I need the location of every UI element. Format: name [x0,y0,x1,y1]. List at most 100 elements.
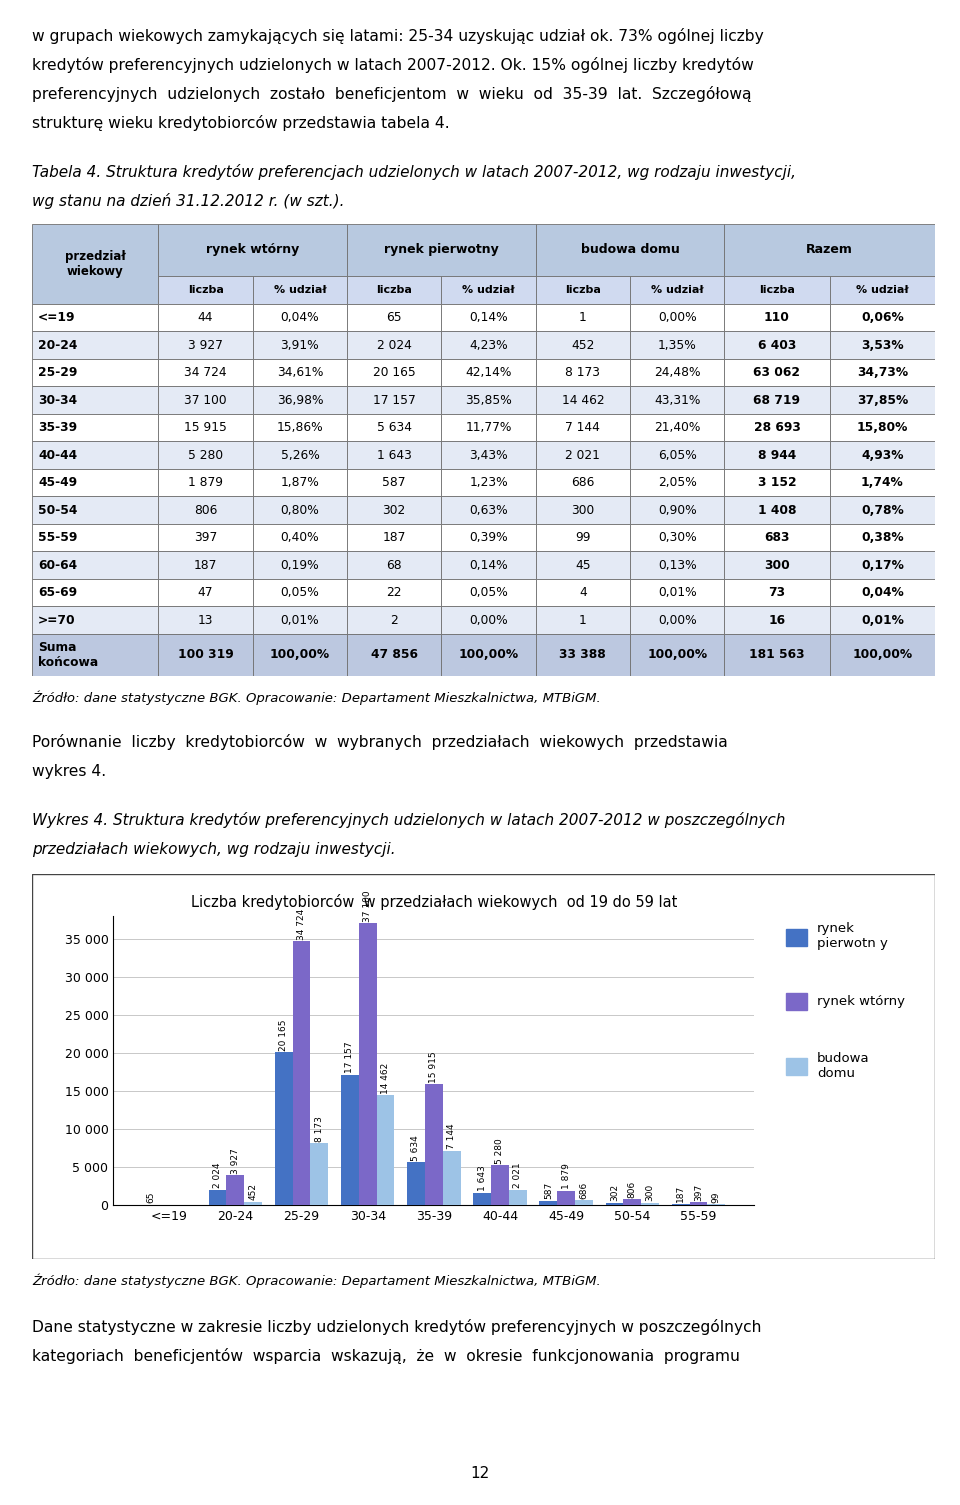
Bar [536,579,630,607]
Text: przedział
wiekowy: przedział wiekowy [65,250,126,278]
Text: 45: 45 [575,558,590,572]
Text: 0,00%: 0,00% [469,614,508,626]
Text: 2,05%: 2,05% [658,476,697,489]
Text: 3,53%: 3,53% [861,339,903,352]
Bar [442,275,536,304]
Text: 34,73%: 34,73% [856,366,908,379]
Text: 0,01%: 0,01% [658,587,696,599]
Bar [158,441,252,470]
Bar [252,441,348,470]
Bar [158,275,252,304]
Bar [630,414,724,441]
Text: 187: 187 [676,1184,685,1202]
Bar [158,497,252,524]
Bar [630,387,724,414]
Bar [829,387,935,414]
Text: 5 634: 5 634 [376,421,412,435]
Text: 17 157: 17 157 [346,1041,354,1073]
Bar [536,524,630,551]
Text: 0,80%: 0,80% [280,504,320,516]
Bar [158,360,252,387]
Text: 47 856: 47 856 [371,649,418,662]
Bar [724,634,829,676]
Title: Liczba kredytobiorców  w przedziałach wiekowych  od 19 do 59 lat: Liczba kredytobiorców w przedziałach wie… [191,894,677,909]
Text: budowa domu: budowa domu [581,244,680,256]
Bar [348,441,442,470]
Text: Dane statystyczne w zakresie liczby udzielonych kredytów preferencyjnych w poszc: Dane statystyczne w zakresie liczby udzi… [32,1320,761,1335]
Text: 7 144: 7 144 [447,1124,456,1150]
Text: 0,78%: 0,78% [861,504,903,516]
Bar [252,360,348,387]
Bar [310,1142,328,1206]
Text: 47: 47 [198,587,213,599]
Text: 187: 187 [194,558,217,572]
Bar [252,607,348,634]
Bar [32,360,158,387]
Bar [442,470,536,497]
Text: 17 157: 17 157 [372,394,416,406]
Bar [32,524,158,551]
Bar [829,607,935,634]
Text: 2 021: 2 021 [514,1163,522,1189]
Text: 0,39%: 0,39% [469,531,508,545]
Bar [348,331,442,360]
Bar [557,1190,575,1206]
Text: 300: 300 [764,558,790,572]
Bar [348,634,442,676]
Bar [227,1175,244,1206]
Text: Wykres 4. Struktura kredytów preferencyjnych udzielonych w latach 2007-2012 w po: Wykres 4. Struktura kredytów preferencyj… [32,813,785,828]
Bar [158,634,252,676]
Text: 1: 1 [579,312,587,324]
Text: 1 643: 1 643 [478,1165,487,1192]
Bar [724,551,829,579]
Text: 806: 806 [628,1180,636,1198]
Text: 452: 452 [571,339,594,352]
Bar [32,551,158,579]
Bar [443,1151,461,1206]
Bar [829,304,935,331]
Text: 20 165: 20 165 [279,1019,288,1050]
Text: 5 634: 5 634 [412,1135,420,1160]
Bar [724,497,829,524]
Text: rynek pierwotny: rynek pierwotny [384,244,499,256]
Text: 25-29: 25-29 [38,366,78,379]
Text: 0,00%: 0,00% [658,312,696,324]
Bar [473,1192,492,1206]
Text: 2 024: 2 024 [213,1163,222,1189]
Bar [348,360,442,387]
Bar [630,331,724,360]
Text: 65: 65 [386,312,402,324]
Text: 5 280: 5 280 [495,1138,505,1163]
Bar [348,414,442,441]
Bar [442,441,536,470]
Bar [536,414,630,441]
Text: 187: 187 [382,531,406,545]
Bar [348,607,442,634]
Text: 0,01%: 0,01% [280,614,320,626]
Bar [348,224,536,275]
Bar [442,634,536,676]
Text: 15 915: 15 915 [184,421,227,435]
Text: 3 927: 3 927 [230,1148,240,1174]
Text: Razem: Razem [806,244,853,256]
Text: 3,43%: 3,43% [469,448,508,462]
Bar [293,941,310,1206]
Bar [158,607,252,634]
Bar [32,441,158,470]
Bar [32,224,158,304]
Bar [252,497,348,524]
Text: 0,14%: 0,14% [469,558,508,572]
Text: 181 563: 181 563 [749,649,804,662]
Bar [348,304,442,331]
Bar [32,470,158,497]
Text: liczba: liczba [759,284,795,295]
Bar [158,224,348,275]
Text: 34,61%: 34,61% [276,366,324,379]
Bar [724,331,829,360]
Text: 100 319: 100 319 [178,649,233,662]
Bar [630,441,724,470]
Text: rynek wtórny: rynek wtórny [206,244,300,256]
Text: 100,00%: 100,00% [852,649,912,662]
Text: 100,00%: 100,00% [459,649,518,662]
Bar [536,607,630,634]
